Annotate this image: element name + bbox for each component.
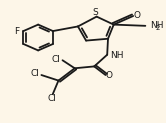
Text: 2: 2 (156, 25, 160, 31)
Text: O: O (106, 70, 113, 80)
Text: NH: NH (150, 21, 163, 30)
Text: Cl: Cl (31, 69, 39, 78)
Text: S: S (92, 8, 98, 17)
Text: F: F (14, 27, 19, 36)
Text: NH: NH (110, 51, 123, 60)
Text: O: O (133, 11, 140, 20)
Text: Cl: Cl (52, 55, 61, 64)
Text: Cl: Cl (47, 94, 56, 103)
